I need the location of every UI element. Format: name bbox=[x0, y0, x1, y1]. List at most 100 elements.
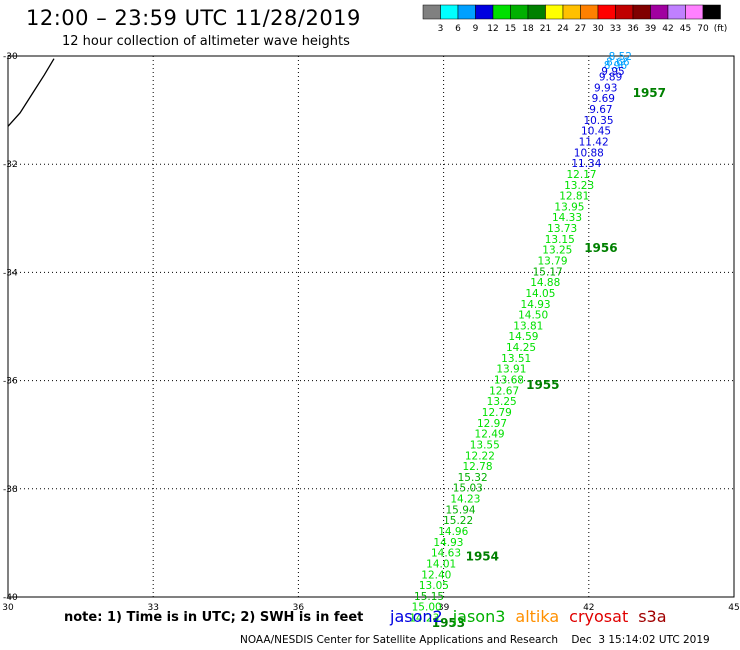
colorbar-label: 27 bbox=[575, 24, 586, 34]
plot-frame bbox=[7, 55, 735, 598]
colorbar-swatch bbox=[440, 4, 459, 20]
swh-value: 9.89 bbox=[599, 72, 622, 84]
colorbar-swatch bbox=[580, 4, 599, 20]
colorbar-swatch bbox=[492, 4, 511, 20]
swh-value: 13.05 bbox=[419, 580, 449, 592]
x-tick-label: 39 bbox=[438, 603, 450, 613]
x-tick-label: 42 bbox=[583, 603, 594, 613]
satellite-cryosat: cryosat bbox=[569, 607, 629, 626]
swh-value: 13.51 bbox=[501, 353, 531, 365]
colorbar-swatch bbox=[510, 4, 529, 20]
colorbar-swatch bbox=[685, 4, 704, 20]
swh-value: 8.66 bbox=[606, 56, 630, 68]
chart-title: 12:00 – 23:59 UTC 11/28/2019 bbox=[26, 6, 361, 30]
colorbar-swatch bbox=[562, 4, 581, 20]
colorbar-label: 42 bbox=[662, 24, 673, 34]
colorbar-label: 24 bbox=[557, 24, 569, 34]
colorbar-label: 70 bbox=[697, 24, 709, 34]
colorbar-label: 3 bbox=[438, 24, 444, 34]
colorbar-label: 18 bbox=[522, 24, 534, 34]
x-tick-label: 36 bbox=[293, 603, 305, 613]
data-labels: 8.528.668.969.959.899.939.699.6710.3510.… bbox=[409, 51, 632, 625]
colorbar: 3 6 9 12 15 18 21 24 27 30 33 36 39 42 45 70 (ft) bbox=[422, 4, 727, 34]
colorbar-label: 39 bbox=[645, 24, 657, 34]
y-tick-label: -36 bbox=[3, 377, 18, 387]
colorbar-swatch bbox=[632, 4, 651, 20]
swh-value: 14.01 bbox=[426, 558, 456, 570]
swh-value: 15.00 bbox=[412, 602, 442, 614]
swh-value: 10.35 bbox=[583, 115, 613, 127]
swh-value: 15.94 bbox=[446, 504, 476, 516]
swh-value: 13.15 bbox=[545, 234, 575, 246]
swh-value: 11.42 bbox=[579, 136, 609, 148]
swh-value: 14.88 bbox=[530, 277, 560, 289]
satellite-s3a: s3a bbox=[638, 607, 667, 626]
swh-value: 15.15 bbox=[414, 591, 444, 603]
colorbar-label: 21 bbox=[540, 24, 551, 34]
swh-value: 14.33 bbox=[552, 212, 582, 224]
swh-value: 14.93 bbox=[433, 537, 463, 549]
colorbar-swatch bbox=[545, 4, 564, 20]
swh-value: 13.73 bbox=[547, 223, 577, 235]
y-tick-label: -30 bbox=[3, 52, 18, 62]
swh-value: 12.67 bbox=[489, 385, 519, 397]
hour-label: 1954 bbox=[466, 549, 499, 563]
swh-value: 9.93 bbox=[594, 82, 617, 94]
colorbar-swatch bbox=[597, 4, 616, 20]
colorbar-label: 9 bbox=[473, 24, 479, 34]
swh-value: 12.17 bbox=[567, 169, 597, 181]
swh-value: 12.22 bbox=[465, 450, 495, 462]
colorbar-swatch bbox=[527, 4, 546, 20]
colorbar-label: 30 bbox=[592, 24, 604, 34]
swh-value: 12.40 bbox=[421, 569, 451, 581]
x-tick-label: 30 bbox=[2, 603, 14, 613]
swh-value: 15.17 bbox=[533, 266, 563, 278]
satellite-jason3: jason3 bbox=[452, 607, 506, 626]
satellite-legend: jason2 jason3 altika cryosat s3a bbox=[390, 607, 677, 626]
hour-label: 1956 bbox=[584, 241, 617, 255]
swh-value: 13.25 bbox=[542, 245, 572, 257]
swh-value: 14.96 bbox=[438, 526, 468, 538]
colorbar-label: 6 bbox=[455, 24, 461, 34]
swh-value: 9.95 bbox=[601, 66, 624, 78]
colorbar-label: 36 bbox=[627, 24, 639, 34]
swh-value: 9.69 bbox=[592, 93, 615, 105]
coastline bbox=[7, 58, 55, 127]
hour-labels: 1957 1956 1955 1954 1953 bbox=[432, 86, 666, 630]
hour-label: 1957 bbox=[633, 86, 666, 100]
colorbar-label: 15 bbox=[505, 24, 516, 34]
swh-value: 15.03 bbox=[453, 483, 483, 495]
swh-value: 14.63 bbox=[431, 548, 461, 560]
x-tick-label: 33 bbox=[147, 603, 158, 613]
swh-value: 8.96 bbox=[604, 60, 628, 72]
swh-value: 15.32 bbox=[458, 472, 488, 484]
footer-credit: NOAA/NESDIS Center for Satellite Applica… bbox=[240, 634, 710, 646]
swh-value: 14.23 bbox=[409, 613, 439, 625]
swh-value: 13.55 bbox=[470, 439, 500, 451]
coastline-path bbox=[7, 58, 55, 127]
swh-value: 11.34 bbox=[571, 158, 601, 170]
y-tick-label: -38 bbox=[3, 485, 18, 495]
swh-value: 13.25 bbox=[487, 396, 517, 408]
hour-label: 1953 bbox=[432, 616, 465, 630]
colorbar-swatch bbox=[457, 4, 476, 20]
y-tick-label: -34 bbox=[3, 268, 18, 278]
colorbar-swatch bbox=[650, 4, 669, 20]
swh-value: 14.93 bbox=[521, 299, 551, 311]
swh-value: 15.22 bbox=[443, 515, 473, 527]
units-note: note: 1) Time is in UTC; 2) SWH is in fe… bbox=[64, 610, 364, 625]
swh-value: 13.79 bbox=[537, 255, 567, 267]
x-tick-label: 45 bbox=[728, 603, 739, 613]
colorbar-swatch bbox=[702, 4, 721, 20]
colorbar-label: 33 bbox=[610, 24, 621, 34]
swh-value: 14.23 bbox=[450, 494, 480, 506]
colorbar-label: 12 bbox=[487, 24, 498, 34]
swh-value: 13.95 bbox=[554, 201, 584, 213]
swh-value: 13.81 bbox=[513, 320, 543, 332]
colorbar-swatch bbox=[422, 4, 441, 20]
swh-value: 12.81 bbox=[559, 191, 589, 203]
colorbar-label: 45 bbox=[680, 24, 691, 34]
swh-value: 12.78 bbox=[462, 461, 492, 473]
axes: 30 33 36 39 42 45 -30 -32 -34 -36 -38 -40 bbox=[2, 52, 739, 613]
